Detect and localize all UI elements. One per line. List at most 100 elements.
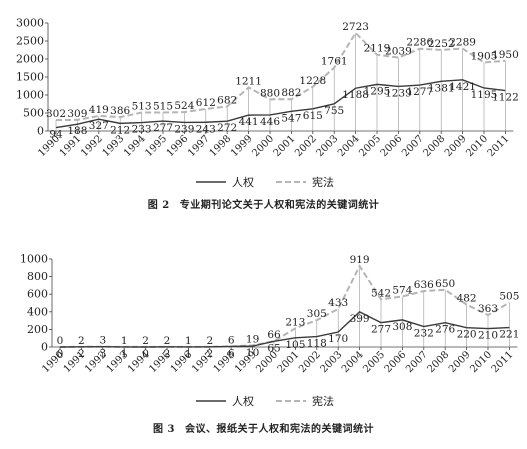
chart-figure-2-svg: 0500100015002000250030001990199119921993… [16,17,519,190]
legend-label-renquan: 人权 [232,395,254,408]
data-label: 65 [267,342,280,354]
data-label: 105 [285,339,305,351]
data-label: 574 [392,284,412,296]
x-tick-label: 2004 [340,349,366,375]
data-label: 2 [78,348,85,360]
figure-3-caption-number: 图 3 [153,424,175,435]
data-label: 419 [89,104,109,116]
data-label: 188 [67,125,87,137]
y-tick-label: 2500 [16,35,44,48]
data-label: 441 [239,116,259,128]
data-label: 2 [206,348,213,360]
data-label: 1950 [492,49,519,61]
data-label: 213 [285,316,305,328]
data-label: 2723 [342,21,369,33]
data-label: 3 [99,335,106,347]
legend-label-xianfa: 宪法 [312,394,334,408]
x-tick-label: 2005 [357,133,383,159]
x-tick-label: 1993 [101,133,127,159]
x-tick-label: 2002 [297,349,323,375]
x-tick-label: 2010 [468,349,494,375]
legend-label-renquan: 人权 [232,176,254,189]
x-tick-label: 2005 [361,349,387,375]
data-label: 170 [328,333,348,345]
data-label: 2 [142,335,149,347]
data-label: 386 [110,105,130,117]
x-tick-label: 1998 [208,133,234,159]
data-label: 2 [78,335,85,347]
data-label: 1195 [471,89,498,101]
data-label: 1 [185,335,192,347]
y-tick-label: 1000 [20,253,48,266]
data-label: 308 [392,321,412,333]
data-label: 1421 [449,81,476,93]
x-tick-label: 2003 [315,133,341,159]
data-label: 302 [46,108,66,120]
data-label: 547 [281,112,301,124]
x-tick-label: 2008 [426,349,452,375]
x-tick-label: 2004 [336,133,362,159]
x-tick-label: 2007 [404,349,430,375]
y-tick-label: 3000 [16,17,44,30]
data-label: 1277 [406,86,433,98]
data-label: 66 [267,329,281,341]
data-label: 243 [196,123,216,135]
figure-2-caption: 图 2 专业期刊论文关于人权和宪法的关键词统计 [0,196,527,211]
chart-figure-3: 0 200 400 600 800 1000 1990 1991 1992 1993 1994 199… [0,250,527,430]
data-label: 1228 [299,75,326,87]
x-tick-label: 2010 [464,133,490,159]
y-tick-label: 0 [37,125,44,138]
data-label: 221 [499,329,519,341]
figure-3-caption-text: 会议、报纸关于人权和宪法的关键词统计 [184,424,374,435]
data-label: 1905 [471,50,498,62]
data-label: 1 [185,348,192,360]
x-tick-label: 2007 [400,133,426,159]
data-label: 2 [206,335,213,347]
data-label: 1381 [428,82,455,94]
data-label: 277 [371,324,391,336]
x-tick-label: 2008 [422,133,448,159]
data-label: 232 [414,328,434,340]
series-line-renquan [59,311,510,348]
data-label: 482 [457,293,477,305]
x-tick-label: 2002 [293,133,319,159]
data-label: 220 [457,329,477,341]
data-label: 612 [196,97,216,109]
data-label: 1211 [235,75,262,87]
data-label: 919 [350,254,370,266]
x-tick-label: 1996 [165,133,191,159]
data-label: 6 [228,334,235,346]
data-label: 542 [371,287,391,299]
data-label: 615 [303,110,323,122]
x-tick-label: 2011 [486,133,512,159]
data-label: 363 [478,303,498,315]
data-label: 1 [121,348,128,360]
data-label: 524 [174,100,194,112]
data-label: 0 [57,348,64,360]
data-label: 650 [435,278,455,290]
figure-3-caption: 图 3 会议、报纸关于人权和宪法的关键词统计 [0,420,527,435]
data-label: 1295 [364,85,391,97]
data-label: 882 [281,87,301,99]
chart-figure-3-svg: 0200400600800100019901991199219931994199… [20,253,519,409]
data-label: 1239 [385,87,412,99]
data-label: 0 [142,348,149,360]
y-tick-label: 400 [27,305,48,318]
data-label: 2 [164,348,171,360]
data-label: 1122 [492,92,519,104]
figure-2-caption-number: 图 2 [147,200,170,211]
data-label: 399 [350,313,370,325]
x-tick-label: 2006 [383,349,409,375]
series-line-renquan [55,79,506,129]
data-label: 1761 [321,56,348,68]
data-label: 2286 [406,37,433,49]
data-label: 3 [99,348,106,360]
x-tick-label: 2006 [379,133,405,159]
data-label: 305 [307,308,327,320]
y-tick-label: 600 [27,288,48,301]
x-tick-label: 2000 [250,133,276,159]
data-label: 212 [110,124,130,136]
x-tick-label: 2001 [272,133,298,159]
data-label: 755 [324,105,344,117]
x-tick-label: 2003 [319,349,345,375]
